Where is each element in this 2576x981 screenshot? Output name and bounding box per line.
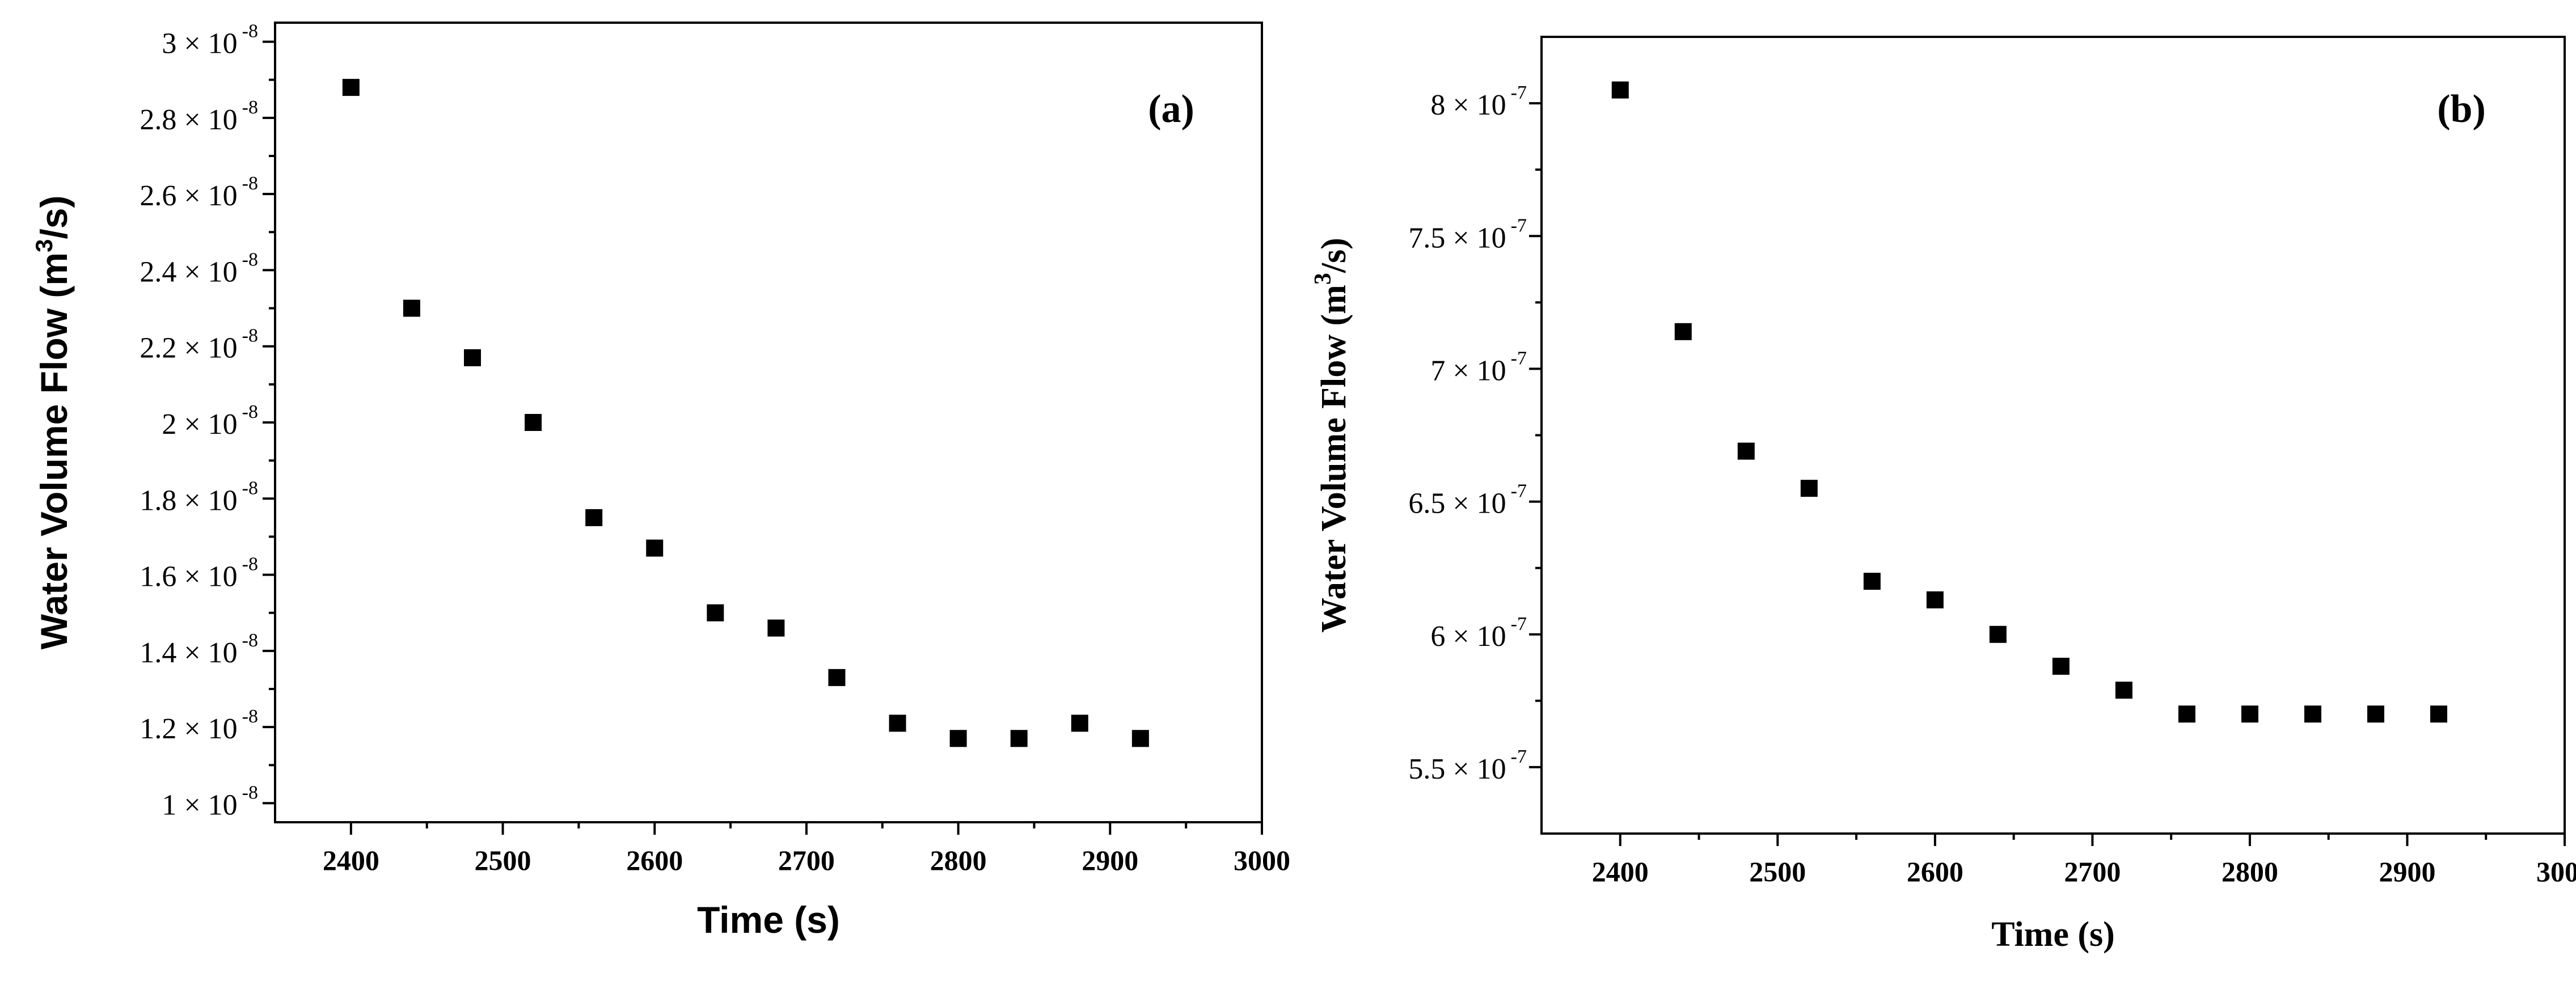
data-point-marker: [1926, 591, 1944, 608]
x-axis-title: Time (s): [697, 899, 840, 941]
x-tick-label: 3000: [2536, 856, 2576, 887]
y-tick-label: 1.6 × 10 -8: [140, 554, 258, 593]
y-tick-label: 2.4 × 10 -8: [140, 249, 258, 288]
data-point-marker: [1989, 625, 2007, 643]
data-point-marker: [2178, 705, 2195, 723]
data-point-marker: [2052, 657, 2070, 675]
x-tick-label: 3000: [1234, 844, 1290, 876]
data-point-marker: [2430, 705, 2447, 723]
data-point-marker: [464, 349, 481, 366]
chart-panel-b: 2400 2500 2600 2700 2800 2900 3000 5.5 × 10-7 6 …: [1310, 36, 2576, 954]
y-tick-label: 2 × 10 -8: [162, 401, 258, 441]
chart-panel-a: 2400 2500 2600 2700 2800 2900 3000 1 × 10 -8 1.2 …: [31, 21, 1290, 941]
data-point-marker: [403, 299, 420, 317]
x-tick-label: 2500: [1749, 856, 1806, 887]
y-tick-label: 2.6 × 10 -8: [140, 173, 258, 212]
x-tick-label: 2800: [2222, 856, 2278, 887]
y-tick-label: 7 × 10 -7: [1430, 348, 1527, 387]
y-tick-label: 1.2 × 10 -8: [140, 706, 258, 745]
x-axis-title: Time (s): [1991, 915, 2115, 954]
data-point-marker: [1674, 323, 1692, 340]
data-point-marker: [2367, 705, 2384, 723]
x-tick-label: 2800: [930, 844, 987, 876]
data-point-marker: [1737, 442, 1755, 460]
data-point-marker: [767, 619, 785, 637]
y-tick-label: 6 × 10 -7: [1430, 614, 1527, 653]
y-tick-label: 1.4 × 10 -8: [140, 630, 258, 669]
y-axis-title: Water Volume Flow (m3/s): [1310, 238, 1353, 633]
x-tick-label: 2400: [323, 844, 379, 876]
data-point-marker: [585, 509, 603, 526]
data-point-marker: [2304, 705, 2321, 723]
y-tick-label: 2.8 × 10 -8: [140, 97, 258, 136]
data-point-marker: [525, 414, 542, 431]
y-tick-label: 8 × 10 -7: [1430, 82, 1527, 121]
data-point-marker: [1611, 81, 1629, 99]
y-tick-label: 5.5 × 10 -7: [1408, 746, 1527, 785]
panel-label: (b): [2437, 87, 2486, 131]
y-tick-label: 7.5 × 10 -7: [1408, 215, 1527, 254]
y-tick-label: 6.5 × 10 -7: [1408, 481, 1527, 520]
data-point-marker: [2115, 682, 2132, 699]
y-tick-label: 3 × 10 -8: [162, 21, 258, 60]
x-tick-label: 2400: [1592, 856, 1649, 887]
x-tick-label: 2900: [1082, 844, 1138, 876]
x-tick-label: 2600: [626, 844, 683, 876]
y-axis-title: Water Volume Flow (m3/s): [31, 196, 75, 650]
data-point-marker: [889, 714, 906, 732]
data-point-marker: [828, 669, 846, 686]
data-point-marker: [949, 730, 967, 747]
y-tick-label: 1 × 10 -8: [162, 782, 258, 821]
panel-label: (a): [1148, 87, 1194, 131]
x-tick-label: 2700: [778, 844, 835, 876]
data-point-marker: [342, 79, 360, 96]
data-point-marker: [1800, 480, 1818, 497]
data-point-marker: [1010, 730, 1028, 747]
x-tick-label: 2600: [1907, 856, 1963, 887]
plot-frame: [274, 22, 1263, 823]
x-tick-label: 2700: [2064, 856, 2121, 887]
y-tick-label: 2.2 × 10 -8: [140, 325, 258, 365]
data-point-marker: [1863, 573, 1881, 590]
data-point-marker: [707, 604, 724, 621]
x-tick-label: 2500: [475, 844, 531, 876]
data-point-marker: [1071, 714, 1088, 732]
plot-frame: [1540, 36, 2566, 835]
data-point-marker: [1131, 730, 1149, 747]
data-point-marker: [2241, 705, 2258, 723]
data-point-marker: [646, 539, 664, 557]
y-tick-label: 1.8 × 10 -8: [140, 477, 258, 517]
x-tick-label: 2900: [2379, 856, 2435, 887]
